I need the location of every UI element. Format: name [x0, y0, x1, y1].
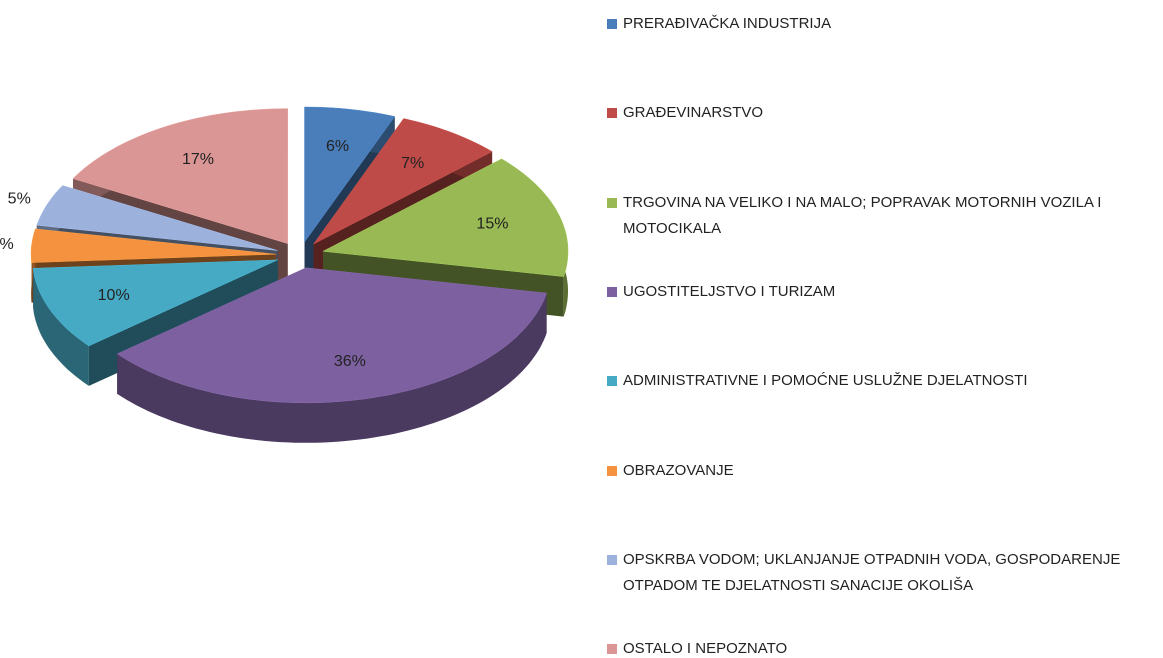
slice — [313, 118, 493, 245]
slice — [72, 108, 289, 244]
legend-label: UGOSTITELJSTVO I TURIZAM — [623, 282, 836, 300]
legend-item: ADMINISTRATIVNE I POMOĆNE USLUŽNE DJELAT… — [607, 368, 1138, 394]
legend-label: OPSKRBA VODOM; UKLANJANJE OTPADNIH VODA,… — [623, 550, 1121, 594]
legend-label: TRGOVINA NA VELIKO I NA MALO; POPRAVAK M… — [623, 193, 1102, 237]
legend-item: GRAĐEVINARSTVO — [607, 100, 1138, 126]
legend-swatch — [607, 286, 617, 297]
data-label: 17% — [182, 151, 214, 168]
slice — [304, 106, 396, 243]
legend-label: ADMINISTRATIVNE I POMOĆNE USLUŽNE DJELAT… — [623, 372, 1028, 390]
legend-item: PRERAĐIVAČKA INDUSTRIJA — [607, 11, 1138, 37]
legend-label: GRAĐEVINARSTVO — [623, 104, 764, 122]
legend-swatch — [607, 108, 617, 119]
pie-area: 6% 7% 15% 36% 10% 4% 5% 17% — [0, 106, 569, 443]
slice — [322, 158, 569, 277]
legend-swatch — [607, 19, 617, 29]
legend-item: OSTALO I NEPOZNATO — [607, 636, 1138, 658]
legend-swatch — [607, 376, 617, 387]
slice — [32, 259, 278, 347]
legend-label: PRERAĐIVAČKA INDUSTRIJA — [623, 15, 832, 32]
data-label: 36% — [334, 353, 366, 370]
data-label: 10% — [98, 287, 130, 304]
slice-wall — [117, 293, 547, 443]
data-label: 4% — [0, 236, 14, 253]
legend-swatch — [607, 644, 617, 655]
slice — [116, 267, 547, 404]
data-label: 7% — [401, 155, 424, 172]
legend-item: OPSKRBA VODOM; UKLANJANJE OTPADNIH VODA,… — [607, 547, 1138, 599]
legend-label: OBRAZOVANJE — [623, 461, 734, 479]
legend-swatch — [607, 197, 617, 208]
legend-item: TRGOVINA NA VELIKO I NA MALO; POPRAVAK M… — [607, 190, 1138, 242]
slice — [36, 185, 278, 251]
legend-item: OBRAZOVANJE — [607, 458, 1138, 484]
data-label: 15% — [476, 215, 508, 232]
legend-label: OSTALO I NEPOZNATO — [623, 640, 788, 658]
data-label: 5% — [8, 191, 31, 208]
legend-swatch — [607, 554, 617, 565]
data-label: 6% — [326, 138, 349, 155]
legend-swatch — [607, 465, 617, 476]
legend-item: UGOSTITELJSTVO I TURIZAM — [607, 279, 1138, 305]
slice — [30, 228, 277, 263]
slice-wall — [33, 268, 89, 386]
